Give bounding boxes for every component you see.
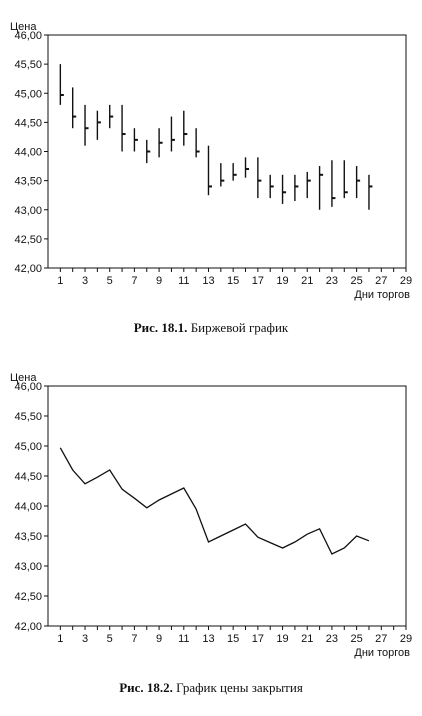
caption-text: График цены закрытия <box>172 680 303 695</box>
x-tick-label: 9 <box>156 633 162 645</box>
figure-caption: Рис. 18.1. Биржевой график <box>0 320 422 336</box>
y-tick-label: 44,00 <box>14 501 42 513</box>
x-tick-label: 17 <box>252 633 264 645</box>
x-tick-label: 25 <box>350 633 362 645</box>
caption-label: Рис. 18.2. <box>119 680 173 695</box>
figure-caption: Рис. 18.2. График цены закрытия <box>0 680 422 696</box>
y-tick-label: 44,50 <box>14 117 42 129</box>
y-tick-label: 46,00 <box>14 381 42 393</box>
x-tick-label: 11 <box>178 275 189 287</box>
x-tick-label: 5 <box>107 633 113 645</box>
y-axis-label: Цена <box>10 21 37 33</box>
figure-ohlc: Цена 42,00 42,50 43,00 43,50 44,00 44,50 45,00 4… <box>0 0 422 350</box>
y-tick-label: 44,50 <box>14 471 42 483</box>
y-tick-label: 43,00 <box>14 561 42 573</box>
x-tick-label: 1 <box>57 633 63 645</box>
y-tick-label: 42,50 <box>14 234 42 246</box>
caption-text: Биржевой график <box>187 320 289 335</box>
y-tick-label: 45,50 <box>14 59 42 71</box>
ohlc-chart: Цена 42,00 42,50 43,00 43,50 44,00 44,50 45,00 4… <box>10 21 412 301</box>
line-chart: Цена 42,00 42,50 43,00 43,50 44,00 44,50 45,00 4… <box>10 372 412 659</box>
x-tick-label: 21 <box>301 633 313 645</box>
x-tick-label: 7 <box>131 633 137 645</box>
x-tick-label: 5 <box>107 275 113 287</box>
x-tick-label: 15 <box>227 633 239 645</box>
y-tick-label: 44,00 <box>14 147 42 159</box>
plot-frame <box>47 385 407 627</box>
y-tick-label: 42,50 <box>14 591 42 603</box>
x-tick-label: 7 <box>131 275 137 287</box>
x-axis-label: Дни торгов <box>354 647 410 659</box>
y-tick-label: 45,50 <box>14 411 42 423</box>
y-tick-label: 42,00 <box>14 621 42 633</box>
x-axis-label: Дни торгов <box>354 289 410 301</box>
x-tick-label: 23 <box>326 633 338 645</box>
x-tick-label: 1 <box>57 275 63 287</box>
y-tick-label: 43,50 <box>14 531 42 543</box>
x-tick-label: 3 <box>82 275 88 287</box>
x-tick-label: 29 <box>400 275 412 287</box>
y-tick-label: 43,50 <box>14 176 42 188</box>
x-tick-label: 23 <box>326 275 338 287</box>
x-tick-label: 3 <box>82 633 88 645</box>
x-tick-label: 9 <box>156 275 162 287</box>
caption-label: Рис. 18.1. <box>133 320 188 335</box>
y-tick-label: 43,00 <box>14 205 42 217</box>
x-tick-label: 25 <box>350 275 362 287</box>
y-tick-label: 46,00 <box>14 30 42 42</box>
plot-frame <box>47 34 407 269</box>
x-tick-label: 19 <box>276 275 288 287</box>
x-tick-label: 29 <box>400 633 412 645</box>
x-tick-label: 21 <box>301 275 313 287</box>
x-tick-label: 11 <box>178 633 189 645</box>
closing-price-line <box>59 447 370 555</box>
y-tick-label: 42,00 <box>14 263 42 275</box>
y-tick-label: 45,00 <box>14 441 42 453</box>
x-tick-label: 27 <box>375 633 387 645</box>
x-tick-label: 13 <box>202 275 214 287</box>
x-tick-label: 13 <box>202 633 214 645</box>
x-tick-label: 19 <box>276 633 288 645</box>
x-tick-label: 15 <box>227 275 239 287</box>
x-tick-label: 17 <box>252 275 264 287</box>
figure-line: Цена 42,00 42,50 43,00 43,50 44,00 44,50 45,00 4… <box>0 350 422 716</box>
x-tick-label: 27 <box>375 275 387 287</box>
y-tick-label: 45,00 <box>14 88 42 100</box>
y-axis-label: Цена <box>10 372 37 384</box>
